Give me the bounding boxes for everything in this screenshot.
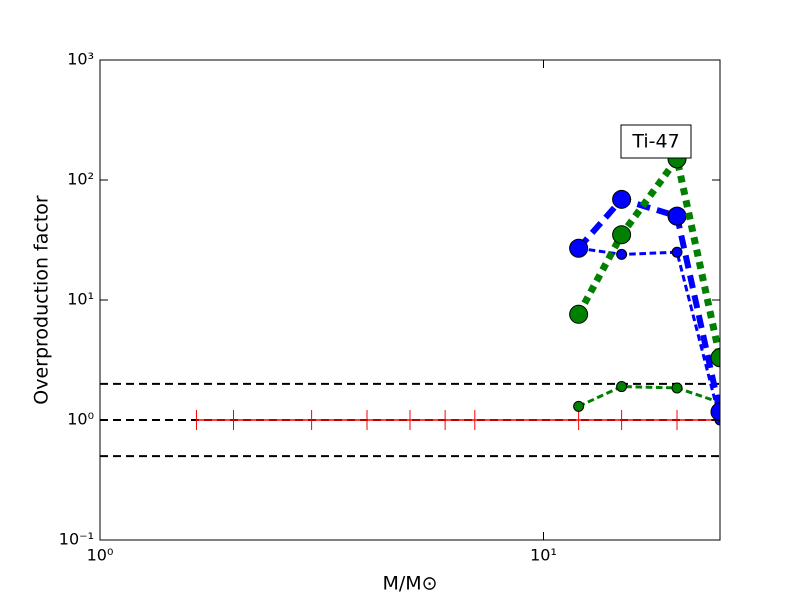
frame [99, 59, 721, 541]
plot-area [100, 149, 720, 458]
x-tick-label: 10⁰ [87, 546, 114, 565]
marker [573, 400, 585, 412]
marker [671, 382, 683, 394]
y-axis-label: Overproduction factor [31, 195, 53, 405]
series-line [577, 385, 720, 408]
marker [616, 248, 628, 260]
marker [569, 238, 589, 258]
marker [671, 246, 683, 258]
y-tick-label: 10¹ [67, 290, 94, 309]
series-line [578, 246, 720, 421]
marker [616, 381, 628, 393]
marker [710, 402, 720, 422]
annotation-box [620, 124, 692, 159]
marker [612, 225, 632, 245]
x-tick-label: 10¹ [530, 546, 557, 565]
marker [667, 206, 687, 226]
y-tick-label: 10³ [67, 50, 94, 69]
marker [612, 189, 632, 209]
series-line [576, 195, 720, 413]
annotation-text: Ti-47 [631, 131, 679, 153]
x-axis-label: M/M⊙ [382, 573, 437, 595]
y-tick-label: 10⁻¹ [59, 530, 94, 549]
marker [569, 304, 589, 324]
annotation: Ti-47 [620, 124, 692, 159]
y-tick-label: 10⁰ [67, 410, 94, 429]
marker [710, 348, 720, 368]
y-tick-label: 10² [67, 170, 94, 189]
